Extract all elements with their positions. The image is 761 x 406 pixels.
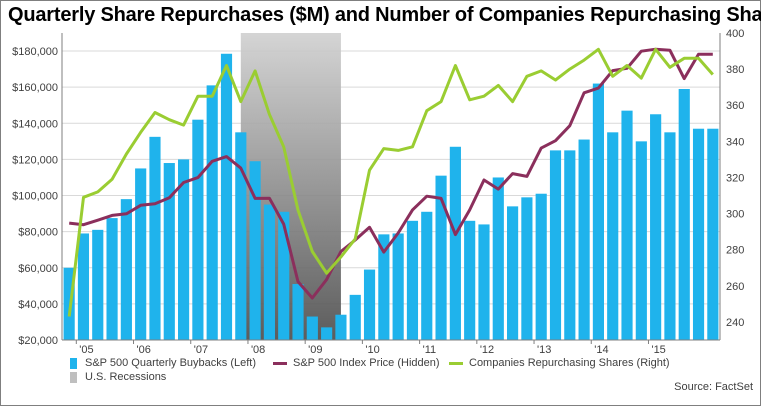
y-right-tick-label: 400: [726, 28, 744, 40]
buyback-bar: [135, 168, 147, 340]
buyback-bar: [478, 224, 490, 340]
y-right-tick-label: 240: [726, 317, 744, 329]
legend-label-recessions: U.S. Recessions: [85, 371, 167, 383]
legend-swatch-recessions: [70, 371, 77, 383]
buyback-bar: [349, 294, 361, 340]
y-left-tick-label: $60,000: [18, 263, 58, 275]
x-tick-label: '14: [594, 344, 608, 356]
buyback-bar: [449, 146, 461, 340]
buyback-bar: [406, 220, 419, 340]
buyback-bar: [235, 132, 247, 340]
line-series: [67, 47, 714, 317]
legend-item-index: S&P 500 Index Price (Hidden): [273, 357, 440, 369]
buyback-bar: [607, 132, 619, 340]
buyback-bar: [178, 159, 190, 340]
axes: $20,000 $40,000 $60,000 $80,000 $100,000 $120…: [12, 28, 744, 356]
y-right-tick-label: 280: [726, 245, 744, 257]
y-left-tick-label: $180,000: [12, 46, 58, 58]
buyback-bar: [692, 128, 705, 340]
buyback-bar: [263, 204, 275, 340]
buyback-bar: [163, 163, 175, 340]
y-right-tick-label: 260: [726, 281, 744, 293]
buyback-bar: [635, 141, 647, 340]
gridlines: [62, 50, 720, 341]
buyback-bar: [564, 150, 576, 340]
buyback-bar: [464, 220, 476, 340]
x-tick-label: '15: [651, 344, 665, 356]
legend-swatch-buybacks: [70, 357, 77, 369]
legend-swatch-companies: [449, 361, 463, 365]
legend-label-companies: Companies Repurchasing Shares (Right): [469, 357, 670, 369]
buyback-bar: [249, 161, 261, 340]
buyback-bar: [492, 177, 504, 340]
x-tick-label: '11: [423, 344, 437, 356]
y-left-tick-label: $80,000: [18, 227, 58, 239]
chart-title: Quarterly Share Repurchases ($M) and Num…: [8, 4, 761, 26]
buyback-bar: [77, 233, 90, 340]
x-tick-label: '13: [537, 344, 551, 356]
legend-label-index: S&P 500 Index Price (Hidden): [293, 357, 440, 369]
x-tick-label: '05: [79, 344, 93, 356]
x-tick-label: '09: [308, 344, 322, 356]
buyback-bar: [192, 119, 204, 341]
buyback-bar: [578, 139, 590, 340]
y-left-tick-label: $120,000: [12, 154, 58, 166]
source-note: Source: FactSet: [674, 381, 753, 393]
y-left-tick-label: $40,000: [18, 299, 58, 311]
legend-swatch-index: [273, 361, 287, 365]
buyback-bar: [306, 316, 318, 340]
buyback-bar: [220, 53, 233, 341]
buyback-bar: [363, 269, 376, 340]
buyback-bar: [592, 83, 604, 341]
buyback-bar: [92, 229, 104, 340]
buyback-bar: [321, 327, 333, 340]
buyback-bar: [549, 150, 562, 340]
buyback-bar: [421, 211, 433, 340]
x-tick-label: '12: [480, 344, 494, 356]
buyback-bar: [621, 110, 633, 340]
x-tick-label: '10: [365, 344, 379, 356]
buyback-bar: [392, 233, 404, 340]
legend-item-buybacks: S&P 500 Quarterly Buybacks (Left): [70, 357, 256, 369]
buyback-bar: [435, 175, 447, 340]
y-right-tick-label: 360: [726, 100, 744, 112]
y-left-tick-label: $100,000: [12, 191, 58, 203]
buyback-bar: [120, 199, 132, 340]
y-left-tick-label: $160,000: [12, 82, 58, 94]
x-tick-label: '07: [194, 344, 208, 356]
y-left-tick-label: $20,000: [18, 335, 58, 347]
y-right-tick-label: 340: [726, 136, 744, 148]
buyback-bars: [63, 53, 719, 341]
buyback-bar: [149, 136, 161, 340]
legend-item-companies: Companies Repurchasing Shares (Right): [449, 357, 670, 369]
buyback-bar: [63, 267, 75, 340]
buyback-bar: [707, 128, 719, 340]
buyback-bar: [521, 197, 533, 340]
y-right-tick-label: 320: [726, 172, 744, 184]
index-price-line: [69, 47, 713, 300]
buyback-bar: [535, 193, 547, 340]
x-tick-label: '08: [251, 344, 265, 356]
y-right-tick-label: 380: [726, 64, 744, 76]
buyback-bar: [106, 218, 118, 340]
legend-item-recessions: U.S. Recessions: [70, 371, 166, 383]
buyback-bar: [278, 211, 290, 340]
x-tick-label: '06: [137, 344, 151, 356]
legend-label-buybacks: S&P 500 Quarterly Buybacks (Left): [85, 357, 256, 369]
buyback-bar: [650, 114, 662, 340]
buyback-bar: [507, 206, 519, 340]
buyback-bar: [292, 284, 304, 340]
buyback-bar: [664, 132, 676, 340]
buyback-bar: [678, 88, 690, 340]
y-left-tick-label: $140,000: [12, 118, 58, 130]
buyback-bar: [335, 314, 347, 340]
buyback-bar: [378, 234, 390, 340]
buyback-bar: [206, 85, 218, 340]
companies-line: [67, 47, 714, 317]
y-right-tick-label: 300: [726, 209, 744, 221]
